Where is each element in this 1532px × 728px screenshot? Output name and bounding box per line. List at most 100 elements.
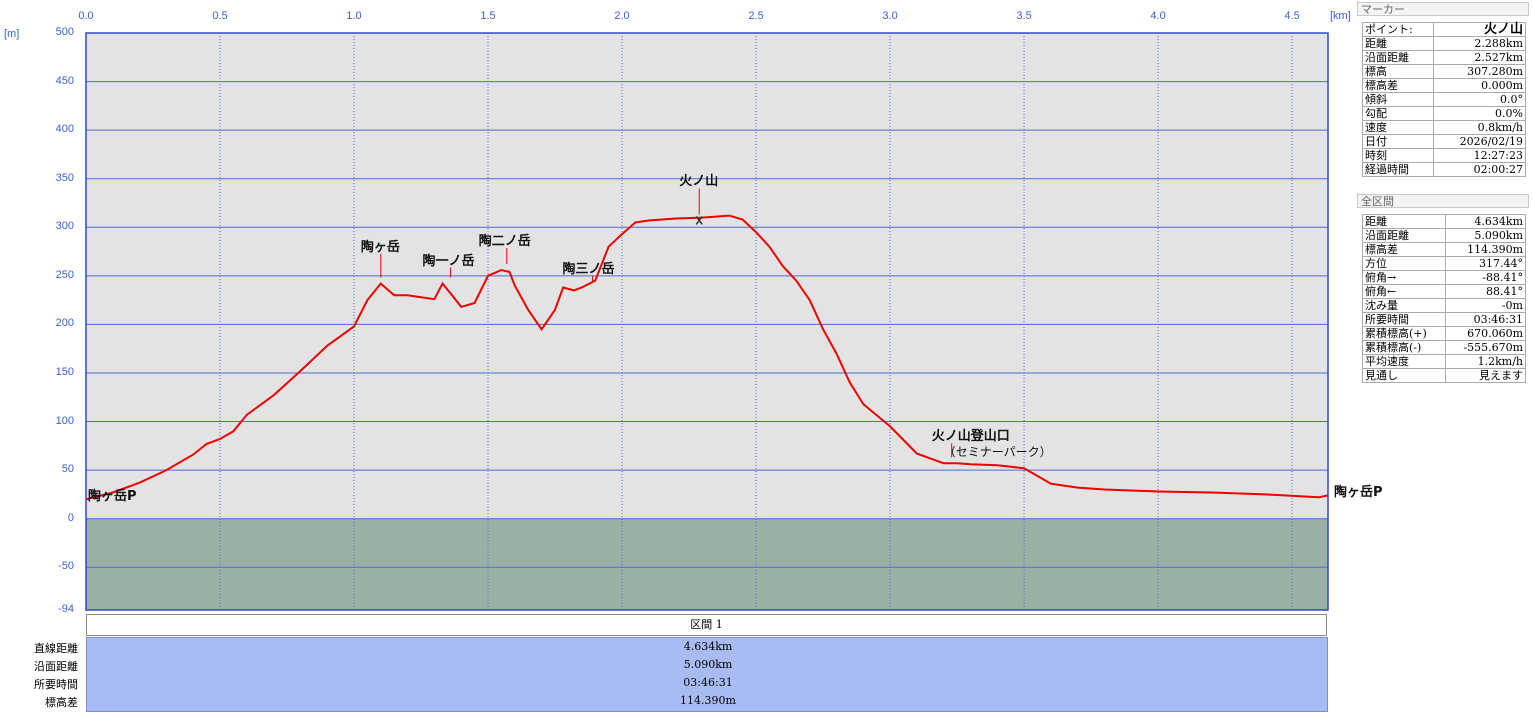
section-label: 沿面距離 bbox=[34, 660, 78, 673]
plot-area-below-zero bbox=[86, 518, 1328, 610]
section-label: 標高差 bbox=[45, 696, 78, 709]
total-panel: 距離 4.634km 沿面距離 5.090km 標高差 114.390m 方位 317.44°… bbox=[1362, 214, 1527, 383]
marker-value: 2.288km bbox=[1432, 36, 1527, 51]
total-label: 方位 bbox=[1362, 256, 1446, 271]
total-label: 沿面距離 bbox=[1362, 228, 1446, 243]
marker-row: 標高差 0.000m bbox=[1362, 78, 1527, 93]
x-tick-label: 1.5 bbox=[480, 10, 496, 22]
section-tab[interactable]: 区間 1 bbox=[86, 614, 1327, 636]
marker-point-row: ポイント: 火ノ山 bbox=[1362, 22, 1527, 37]
peak-sublabel: （セミナーパーク） bbox=[943, 445, 1052, 460]
marker-label: 経過時間 bbox=[1362, 162, 1434, 177]
marker-label: 勾配 bbox=[1362, 106, 1434, 121]
marker-row: 速度 0.8km/h bbox=[1362, 120, 1527, 135]
y-tick-label: 350 bbox=[55, 171, 74, 184]
marker-label: 傾斜 bbox=[1362, 92, 1434, 107]
section-value: 03:46:31 bbox=[683, 676, 733, 689]
peak-label: 陶三ノ岳 bbox=[562, 261, 615, 277]
section-label: 直線距離 bbox=[34, 642, 78, 655]
y-tick-label: -50 bbox=[58, 560, 74, 573]
x-tick-label: 2.5 bbox=[748, 10, 764, 22]
x-tick-label: 2.0 bbox=[614, 10, 630, 22]
total-row: 距離 4.634km bbox=[1362, 214, 1527, 229]
marker-value: 0.0% bbox=[1432, 106, 1527, 121]
marker-value: 0.000m bbox=[1432, 78, 1527, 93]
peak-label: 陶ヶ岳P bbox=[88, 489, 137, 505]
marker-point-name: 火ノ山 bbox=[1432, 22, 1527, 37]
y-tick-label: 500 bbox=[55, 26, 74, 38]
total-row: 標高差 114.390m bbox=[1362, 242, 1527, 257]
total-value: -555.670m bbox=[1444, 340, 1527, 355]
total-value: -0m bbox=[1444, 298, 1527, 313]
marker-label: 時刻 bbox=[1362, 148, 1434, 163]
y-tick-label: -94 bbox=[58, 603, 74, 615]
total-value: -88.41° bbox=[1444, 270, 1527, 285]
peak-label: 陶一ノ岳 bbox=[422, 253, 475, 269]
y-tick-label: 250 bbox=[55, 268, 74, 281]
y-tick-label: 150 bbox=[55, 365, 74, 378]
marker-row: 経過時間 02:00:27 bbox=[1362, 162, 1527, 177]
x-tick-label: 0.5 bbox=[212, 10, 228, 22]
marker-row: 標高 307.280m bbox=[1362, 64, 1527, 79]
total-value: 03:46:31 bbox=[1444, 312, 1527, 327]
total-row: 所要時間 03:46:31 bbox=[1362, 312, 1527, 327]
marker-row: 傾斜 0.0° bbox=[1362, 92, 1527, 107]
marker-row: 距離 2.288km bbox=[1362, 36, 1527, 51]
x-tick-label: 3.5 bbox=[1016, 10, 1032, 22]
marker-label: 沿面距離 bbox=[1362, 50, 1434, 65]
total-panel-title: 全区間 bbox=[1357, 194, 1529, 208]
section-label: 所要時間 bbox=[34, 678, 78, 691]
peak-label: 陶ヶ岳 bbox=[360, 239, 400, 255]
peak-label: 陶二ノ岳 bbox=[478, 234, 531, 250]
elevation-line bbox=[85, 214, 1329, 501]
total-row: 見通し 見えます bbox=[1362, 368, 1527, 383]
total-label: 俯角← bbox=[1362, 284, 1446, 299]
total-row: 沿面距離 5.090km bbox=[1362, 228, 1527, 243]
marker-icon bbox=[695, 216, 703, 225]
marker-value: 307.280m bbox=[1432, 64, 1527, 79]
total-row: 俯角→ -88.41° bbox=[1362, 270, 1527, 285]
total-row: 累積標高(-) -555.670m bbox=[1362, 340, 1527, 355]
total-row: 沈み量 -0m bbox=[1362, 298, 1527, 313]
total-value: 見えます bbox=[1444, 368, 1527, 383]
marker-row: 時刻 12:27:23 bbox=[1362, 148, 1527, 163]
total-label: 見通し bbox=[1362, 368, 1446, 383]
total-label: 距離 bbox=[1362, 214, 1446, 229]
plot-border bbox=[85, 32, 1329, 611]
marker-row: 勾配 0.0% bbox=[1362, 106, 1527, 121]
marker-value: 0.0° bbox=[1432, 92, 1527, 107]
total-label: 俯角→ bbox=[1362, 270, 1446, 285]
x-tick-label: 3.0 bbox=[882, 10, 898, 22]
total-label: 沈み量 bbox=[1362, 298, 1446, 313]
total-label: 標高差 bbox=[1362, 242, 1446, 257]
total-label: 累積標高(+) bbox=[1362, 326, 1446, 341]
total-label: 所要時間 bbox=[1362, 312, 1446, 327]
x-tick-label: 0.0 bbox=[78, 10, 94, 22]
x-unit-label: [km] bbox=[1330, 10, 1351, 22]
total-value: 5.090km bbox=[1444, 228, 1527, 243]
total-value: 88.41° bbox=[1444, 284, 1527, 299]
marker-panel: ポイント: 火ノ山 距離 2.288km 沿面距離 2.527km 標高 307.280m… bbox=[1362, 22, 1527, 177]
marker-value: 2.527km bbox=[1432, 50, 1527, 65]
marker-label: 日付 bbox=[1362, 134, 1434, 149]
x-tick-label: 4.0 bbox=[1150, 10, 1166, 22]
total-row: 累積標高(+) 670.060m bbox=[1362, 326, 1527, 341]
marker-label: 標高差 bbox=[1362, 78, 1434, 93]
total-value: 670.060m bbox=[1444, 326, 1527, 341]
x-tick-label: 1.0 bbox=[346, 10, 362, 22]
marker-value: 12:27:23 bbox=[1432, 148, 1527, 163]
y-tick-label: 50 bbox=[61, 463, 74, 476]
section-value: 5.090km bbox=[683, 658, 733, 671]
total-value: 4.634km bbox=[1444, 214, 1527, 229]
section-value: 4.634km bbox=[683, 640, 733, 653]
marker-label: 速度 bbox=[1362, 120, 1434, 135]
peak-label: 火ノ山 bbox=[679, 174, 719, 190]
y-tick-label: 100 bbox=[55, 414, 74, 427]
marker-value: 2026/02/19 bbox=[1432, 134, 1527, 149]
y-tick-label: 200 bbox=[55, 317, 74, 330]
x-tick-label: 4.5 bbox=[1284, 10, 1300, 22]
marker-panel-title: マーカー bbox=[1357, 2, 1529, 16]
marker-label: 標高 bbox=[1362, 64, 1434, 79]
y-tick-label: 450 bbox=[55, 74, 74, 87]
y-unit-label: [m] bbox=[4, 28, 20, 40]
